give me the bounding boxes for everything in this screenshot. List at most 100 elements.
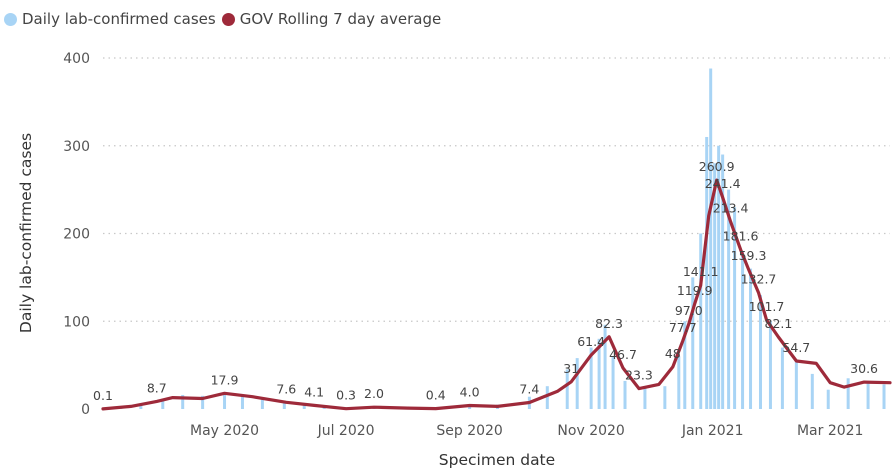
x-tick-label: Jul 2020	[317, 423, 375, 439]
daily-cases-bar	[717, 145, 721, 409]
daily-cases-bar	[683, 321, 687, 409]
daily-cases-bar	[663, 386, 667, 409]
data-label: 31	[563, 361, 579, 376]
data-label: 48	[665, 346, 681, 361]
daily-cases-bars	[119, 68, 886, 409]
daily-cases-bar	[181, 394, 185, 409]
x-tick-label: Nov 2020	[557, 423, 624, 439]
data-labels: 0.1 8.7 17.9 7.6 4.1 0.3 2.0 0.4 4.0 7.4 31 61.4 82.…	[93, 159, 878, 403]
daily-cases-bar	[691, 277, 695, 409]
daily-cases-bar	[603, 324, 607, 409]
daily-cases-bar	[589, 347, 593, 409]
y-tick-label: 400	[63, 51, 90, 67]
data-label: 260.9	[699, 159, 735, 174]
data-label: 0.1	[93, 388, 113, 403]
daily-cases-bar	[794, 360, 798, 409]
daily-cases-bar	[780, 347, 784, 409]
rolling-average-line-group	[101, 178, 892, 411]
daily-cases-bar	[741, 251, 745, 409]
data-label: 0.3	[336, 388, 356, 403]
data-label: 181.6	[723, 229, 759, 244]
data-label: 17.9	[211, 372, 239, 387]
daily-cases-bar	[545, 386, 549, 409]
daily-cases-bar	[705, 136, 709, 409]
daily-cases-bar	[282, 401, 286, 409]
rolling-average-line	[101, 178, 892, 411]
y-tick-label: 200	[63, 227, 90, 243]
y-axis-ticks: 0 100 200 300 400	[63, 51, 90, 418]
daily-cases-bar	[468, 405, 472, 409]
data-label: 77.7	[669, 320, 697, 335]
legend-swatch-rolling-average	[221, 12, 235, 26]
legend-item-rolling-average[interactable]: GOV Rolling 7 day average	[221, 10, 442, 28]
daily-cases-bar	[643, 387, 647, 409]
legend-label-rolling-average: GOV Rolling 7 day average	[239, 10, 442, 28]
daily-cases-bar	[727, 189, 731, 409]
data-label: 30.6	[850, 361, 878, 376]
data-label: 82.1	[765, 316, 793, 331]
data-label: 82.3	[595, 316, 623, 331]
gridlines	[103, 57, 890, 322]
data-label: 0.4	[426, 388, 446, 403]
data-label: 8.7	[147, 380, 167, 395]
x-axis-ticks: May 2020 Jul 2020 Sep 2020 Nov 2020 Jan 2021…	[190, 423, 863, 439]
y-axis-title: Daily lab-confirmed cases	[17, 133, 35, 333]
daily-cases-bar	[161, 399, 165, 409]
data-label: 97.0	[675, 303, 703, 318]
daily-cases-bar	[260, 399, 264, 409]
daily-cases-bar	[223, 393, 227, 409]
data-label: 241.4	[705, 176, 741, 191]
daily-cases-bar	[597, 338, 601, 409]
data-label: 7.4	[519, 382, 539, 397]
data-label: 61.4	[577, 334, 605, 349]
data-label: 101.7	[749, 299, 785, 314]
x-axis-title: Specimen date	[439, 451, 555, 469]
daily-cases-bar	[677, 356, 681, 409]
chart-legend: Daily lab-confirmed cases GOV Rolling 7 …	[4, 8, 447, 30]
daily-cases-bar	[733, 207, 737, 409]
x-tick-label: Jan 2021	[681, 423, 744, 439]
data-label: 213.4	[713, 201, 749, 216]
daily-cases-bar	[758, 294, 762, 409]
daily-cases-bar	[721, 154, 725, 409]
data-label: 4.1	[304, 384, 324, 399]
daily-cases-bar	[575, 358, 579, 409]
daily-cases-bar	[240, 395, 244, 409]
data-label: 2.0	[364, 386, 384, 401]
daily-cases-bar	[623, 380, 627, 409]
data-label: 119.9	[677, 283, 713, 298]
daily-cases-bar	[749, 268, 753, 409]
x-tick-label: Mar 2021	[797, 423, 864, 439]
daily-cases-bar	[826, 389, 830, 409]
data-label: 54.7	[782, 340, 810, 355]
legend-swatch-daily-cases	[4, 12, 17, 26]
daily-cases-bar	[709, 68, 713, 409]
data-label: 23.3	[625, 368, 653, 383]
x-tick-label: Sep 2020	[436, 423, 502, 439]
legend-label-daily-cases: Daily lab-confirmed cases	[22, 10, 216, 28]
y-tick-label: 0	[81, 402, 90, 418]
daily-cases-bar	[302, 404, 306, 409]
daily-cases-bar	[201, 395, 205, 409]
daily-cases-bar	[882, 384, 886, 409]
data-label: 7.6	[276, 381, 296, 396]
y-tick-label: 100	[63, 314, 90, 330]
daily-cases-bar	[810, 373, 814, 409]
data-label: 132.7	[741, 272, 777, 287]
data-label: 46.7	[609, 347, 637, 362]
daily-cases-bar	[611, 356, 615, 409]
daily-cases-bar	[565, 369, 569, 409]
y-tick-label: 300	[63, 139, 90, 155]
data-label: 159.3	[731, 248, 767, 263]
daily-cases-bar	[846, 378, 850, 409]
data-label: 141.1	[683, 264, 719, 279]
daily-cases-bar	[139, 403, 143, 409]
daily-cases-bar	[768, 321, 772, 409]
daily-cases-bar	[866, 382, 870, 409]
legend-item-daily-cases[interactable]: Daily lab-confirmed cases	[4, 10, 216, 28]
data-label: 4.0	[460, 384, 480, 399]
daily-cases-bar	[713, 163, 717, 409]
x-tick-label: May 2020	[190, 423, 259, 439]
daily-cases-bar	[699, 233, 703, 409]
